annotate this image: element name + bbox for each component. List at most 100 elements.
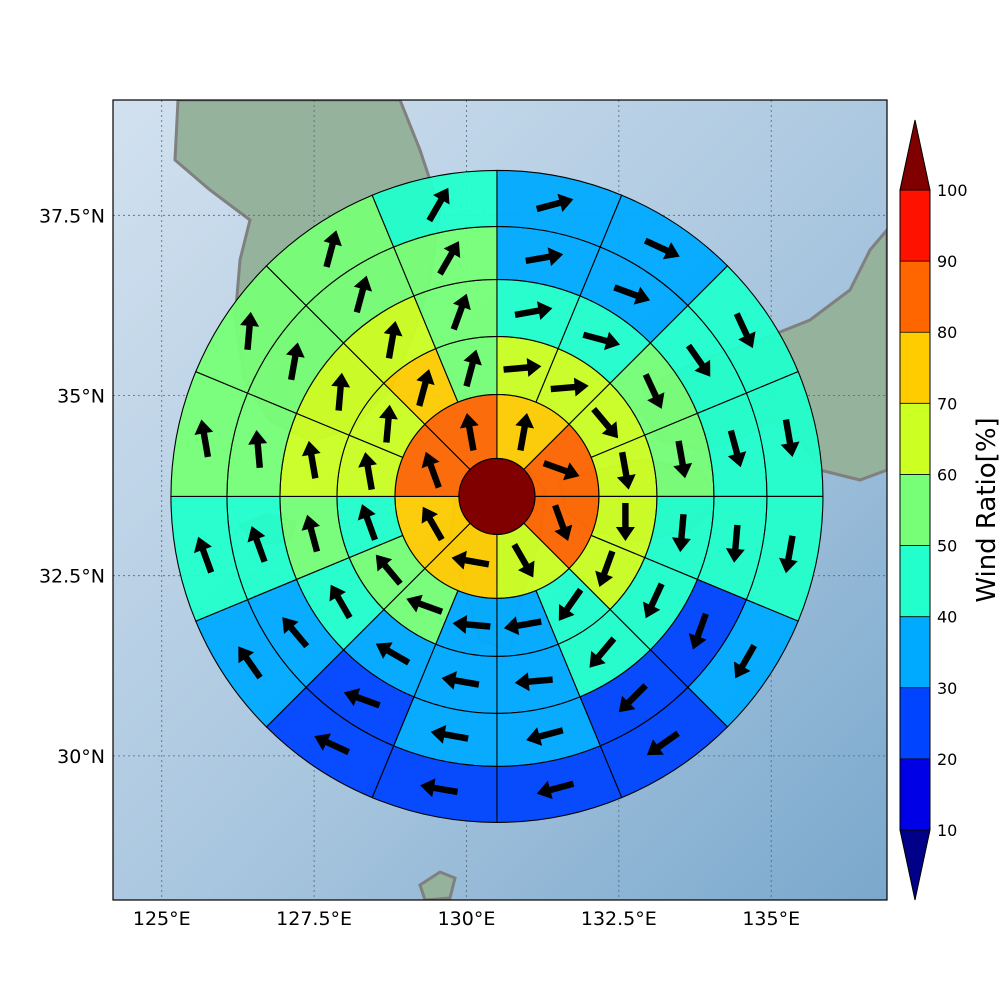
- x-tick-label: 135°E: [742, 908, 800, 930]
- wind-arrow: [618, 683, 648, 713]
- wind-ratio-sectors: [170, 169, 824, 823]
- x-axis-ticks: 125°E 127.5°E 130°E 132.5°E 135°E: [133, 908, 800, 930]
- wind-arrow: [514, 672, 553, 692]
- y-tick-label: 35°N: [57, 385, 105, 407]
- wind-arrow: [535, 193, 574, 213]
- colorbar-band: [900, 545, 930, 617]
- colorbar-tick-label: 90: [937, 252, 957, 271]
- x-tick-label: 130°E: [438, 908, 496, 930]
- wind-arrow: [421, 506, 445, 542]
- wind-arrow: [420, 778, 459, 798]
- wind-arrow: [526, 727, 564, 746]
- colorbar-tick-label: 50: [937, 537, 957, 556]
- colorbar-band: [900, 687, 930, 759]
- wind-arrow: [642, 373, 665, 409]
- y-axis-ticks: 37.5°N 35°N 32.5°N 30°N: [39, 205, 105, 768]
- colorbar-band: [900, 190, 930, 262]
- map-border: [112, 99, 888, 901]
- colorbar: 10 20 30 40 50 60 70 80 90 100: [899, 119, 968, 901]
- colorbar-band: [900, 261, 930, 333]
- wind-arrow: [733, 312, 756, 349]
- wind-arrow: [421, 451, 442, 489]
- wind-arrow: [331, 372, 351, 411]
- y-tick-label: 37.5°N: [39, 205, 105, 227]
- wind-direction-arrows: [194, 187, 800, 800]
- wind-arrow: [301, 440, 321, 479]
- wind-arrow: [613, 284, 651, 305]
- wind-arrow: [459, 413, 479, 451]
- wind-arrow: [375, 642, 411, 666]
- colorbar-tick-label: 20: [937, 750, 957, 769]
- colorbar-band: [900, 332, 930, 404]
- x-tick-label: 125°E: [133, 908, 191, 930]
- wind-arrow: [286, 342, 305, 381]
- wind-arrow: [646, 730, 680, 756]
- wind-arrow: [248, 430, 268, 469]
- wind-arrow: [514, 301, 553, 320]
- colorbar-tick-label: 70: [937, 394, 957, 413]
- wind-arrow: [314, 733, 350, 756]
- wind-arrow: [734, 643, 757, 679]
- x-tick-label: 132.5°E: [581, 908, 657, 930]
- wind-arrow: [591, 407, 619, 439]
- wind-arrow: [643, 237, 680, 260]
- colorbar-band: [900, 758, 930, 830]
- wind-arrow: [357, 504, 378, 541]
- wind-arrow: [552, 504, 573, 541]
- wind-arrow: [343, 688, 381, 709]
- wind-arrow: [511, 543, 535, 578]
- wind-arrow: [463, 349, 482, 388]
- wind-arrow: [615, 503, 635, 541]
- colorbar-tick-label: 80: [937, 323, 957, 342]
- wind-arrow: [688, 612, 709, 650]
- wind-arrow: [323, 230, 342, 268]
- wind-arrow: [441, 671, 480, 690]
- wind-arrow: [727, 429, 747, 468]
- colorbar-band: [900, 403, 930, 475]
- wind-arrow: [375, 554, 403, 586]
- wind-arrow: [550, 377, 589, 397]
- wind-arrow: [450, 293, 471, 331]
- y-tick-label: 32.5°N: [39, 566, 105, 588]
- wind-arrow: [582, 331, 620, 351]
- wind-arrow: [725, 524, 745, 563]
- colorbar-tick-label: 40: [937, 608, 957, 627]
- wind-arrow: [240, 311, 260, 350]
- colorbar-under-triangle: [899, 829, 931, 901]
- wind-arrow: [685, 343, 711, 377]
- wind-arrow: [358, 452, 377, 491]
- wind-arrow: [437, 241, 461, 276]
- colorbar-band: [900, 474, 930, 546]
- wind-arrow: [247, 526, 268, 563]
- wind-arrow: [426, 187, 450, 223]
- center-cell: [458, 457, 536, 535]
- wind-arrow: [558, 587, 584, 621]
- wind-arrow: [416, 369, 435, 407]
- wind-arrow: [595, 550, 616, 587]
- wind-arrow: [406, 594, 444, 615]
- colorbar-tick-label: 10: [937, 821, 957, 840]
- wind-arrow: [589, 636, 617, 668]
- wind-arrow: [329, 584, 353, 620]
- y-tick-label: 30°N: [57, 746, 105, 768]
- colorbar-over-triangle: [899, 119, 931, 191]
- wind-arrow: [780, 419, 800, 457]
- wind-arrow: [503, 616, 542, 636]
- wind-arrow: [503, 358, 542, 377]
- wind-arrow: [452, 615, 491, 634]
- colorbar-band: [900, 616, 930, 688]
- wind-arrow: [430, 725, 469, 744]
- wind-arrow: [353, 275, 373, 314]
- wind-arrow: [282, 617, 310, 649]
- x-tick-label: 127.5°E: [276, 908, 352, 930]
- wind-arrow: [673, 440, 693, 479]
- wind-arrow: [671, 514, 691, 553]
- southern-island: [418, 870, 457, 900]
- wind-arrow: [525, 247, 564, 267]
- wind-arrow: [779, 535, 798, 574]
- colorbar-tick-label: 30: [937, 679, 957, 698]
- wind-arrow: [536, 780, 575, 800]
- wind-arrow: [542, 460, 580, 481]
- wind-arrow: [194, 419, 214, 458]
